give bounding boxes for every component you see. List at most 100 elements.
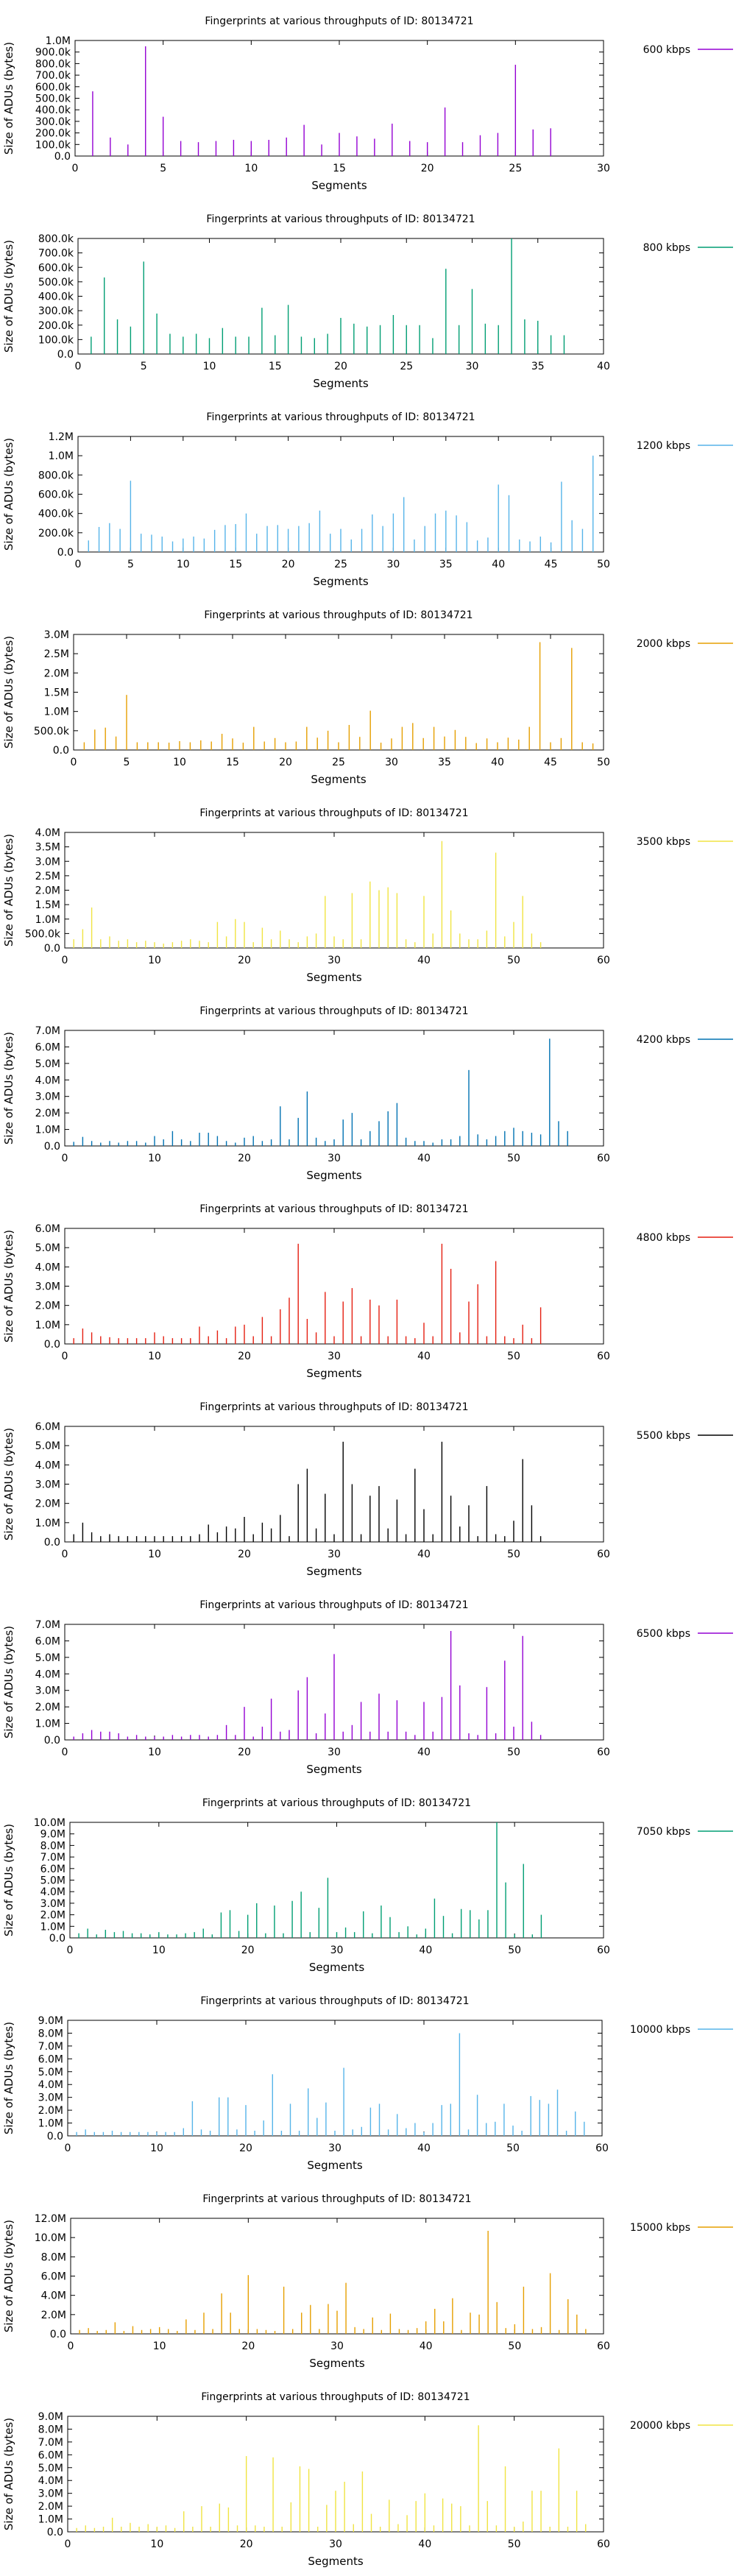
y-tick-label: 6.0M	[35, 1041, 60, 1053]
x-tick-label: 5	[160, 163, 166, 174]
chart-title: Fingerprints at various throughputs of I…	[202, 2193, 471, 2205]
y-tick-label: 4.0M	[35, 1075, 60, 1086]
x-tick-label: 30	[597, 163, 610, 174]
x-tick-label: 20	[279, 757, 292, 768]
chart-title: Fingerprints at various throughputs of I…	[205, 15, 473, 27]
y-tick-label: 7.0M	[40, 1852, 66, 1864]
x-tick-label: 40	[417, 1747, 431, 1758]
y-tick-label: 300.0k	[38, 305, 74, 317]
y-axis-label: Size of ADUs (bytes)	[2, 2220, 15, 2332]
y-tick-label: 2.0M	[44, 668, 69, 679]
x-tick-label: 25	[334, 559, 347, 570]
y-axis-label: Size of ADUs (bytes)	[2, 834, 15, 946]
y-tick-label: 2.5M	[35, 871, 60, 882]
y-tick-label: 12.0M	[35, 2213, 66, 2225]
y-tick-label: 100.0k	[38, 334, 74, 346]
x-tick-label: 30	[328, 955, 341, 966]
plot-frame	[64, 1030, 604, 1147]
x-tick-label: 30	[466, 361, 479, 372]
legend-label: 6500 kbps	[637, 1628, 690, 1640]
x-tick-label: 15	[229, 559, 242, 570]
chart-panel: Fingerprints at various throughputs of I…	[2, 1599, 733, 1776]
y-tick-label: 0.0	[47, 2527, 63, 2538]
x-tick-label: 30	[328, 1549, 341, 1560]
x-tick-label: 30	[328, 1153, 341, 1164]
x-tick-label: 60	[597, 1747, 610, 1758]
chart-panel: Fingerprints at various throughputs of I…	[2, 2391, 733, 2568]
y-tick-label: 5.0M	[38, 2463, 63, 2474]
x-tick-label: 30	[328, 1351, 341, 1362]
x-tick-label: 40	[597, 361, 610, 372]
chart-panel: Fingerprints at various throughputs of I…	[2, 2193, 733, 2370]
y-tick-label: 1.0M	[35, 1320, 60, 1331]
chart-title: Fingerprints at various throughputs of I…	[199, 1599, 468, 1611]
legend-label: 7050 kbps	[637, 1826, 690, 1838]
y-tick-label: 2.0M	[41, 2310, 66, 2321]
x-tick-label: 50	[507, 1351, 520, 1362]
y-tick-label: 200.0k	[38, 320, 74, 332]
x-tick-label: 20	[334, 361, 347, 372]
y-tick-label: 500.0k	[34, 726, 70, 737]
y-axis-label: Size of ADUs (bytes)	[2, 2418, 15, 2530]
chart-title: Fingerprints at various throughputs of I…	[199, 1005, 468, 1017]
legend-label: 1200 kbps	[637, 440, 690, 452]
y-tick-label: 7.0M	[38, 2437, 63, 2449]
legend-label: 600 kbps	[643, 44, 690, 56]
y-tick-label: 700.0k	[35, 70, 71, 82]
x-tick-label: 30	[328, 2142, 342, 2154]
y-tick-label: 3.0M	[35, 1479, 60, 1491]
x-axis-label: Segments	[309, 1961, 365, 1974]
y-axis-label: Size of ADUs (bytes)	[2, 1626, 15, 1738]
x-tick-label: 50	[508, 2538, 521, 2550]
x-tick-label: 50	[597, 757, 610, 768]
y-tick-label: 2.0M	[35, 1702, 60, 1713]
y-tick-label: 700.0k	[38, 248, 74, 260]
x-tick-label: 0	[62, 1549, 68, 1560]
y-tick-label: 5.0M	[40, 1875, 66, 1887]
x-tick-label: 30	[386, 559, 400, 570]
x-tick-label: 20	[241, 1945, 255, 1956]
y-tick-label: 6.0M	[35, 1421, 60, 1433]
y-tick-label: 0.0	[44, 1735, 60, 1747]
x-tick-label: 0	[62, 955, 68, 966]
y-tick-label: 0.0	[44, 1537, 60, 1549]
plot-frame	[67, 2020, 603, 2137]
y-tick-label: 4.0M	[35, 1459, 60, 1471]
x-tick-label: 60	[595, 2142, 609, 2154]
y-axis-label: Size of ADUs (bytes)	[2, 438, 15, 551]
x-tick-label: 0	[65, 2142, 71, 2154]
y-tick-label: 0.0	[44, 1141, 60, 1153]
x-tick-label: 5	[127, 559, 134, 570]
y-tick-label: 4.0M	[38, 2079, 63, 2091]
x-tick-label: 45	[545, 559, 558, 570]
y-tick-label: 200.0k	[38, 528, 74, 539]
y-tick-label: 0.0	[54, 151, 71, 163]
x-tick-label: 60	[597, 1153, 610, 1164]
x-tick-label: 10	[148, 1747, 161, 1758]
x-tick-label: 10	[148, 955, 161, 966]
x-tick-label: 30	[329, 2538, 342, 2550]
chart-title: Fingerprints at various throughputs of I…	[204, 609, 473, 621]
x-tick-label: 25	[400, 361, 413, 372]
x-tick-label: 25	[332, 757, 345, 768]
chart-title: Fingerprints at various throughputs of I…	[201, 2391, 470, 2403]
x-axis-label: Segments	[306, 1169, 362, 1182]
y-axis-label: Size of ADUs (bytes)	[2, 1428, 15, 1540]
x-tick-label: 35	[531, 361, 545, 372]
y-tick-label: 2.0M	[35, 1301, 60, 1312]
x-tick-label: 0	[62, 1153, 68, 1164]
chart-panel: Fingerprints at various throughputs of I…	[2, 1401, 733, 1578]
y-tick-label: 3.0M	[38, 2488, 63, 2500]
chart-panel: Fingerprints at various throughputs of I…	[2, 213, 733, 390]
x-tick-label: 20	[238, 1153, 251, 1164]
y-tick-label: 9.0M	[38, 2411, 63, 2423]
x-tick-label: 0	[62, 1351, 68, 1362]
x-tick-label: 0	[75, 559, 82, 570]
x-tick-label: 60	[597, 1351, 610, 1362]
chart-title: Fingerprints at various throughputs of I…	[199, 1203, 468, 1215]
x-tick-label: 40	[417, 2142, 431, 2154]
y-tick-label: 600.0k	[35, 82, 71, 93]
y-tick-label: 1.5M	[44, 687, 69, 699]
y-tick-label: 2.0M	[38, 2501, 63, 2513]
x-tick-label: 30	[330, 2340, 344, 2352]
